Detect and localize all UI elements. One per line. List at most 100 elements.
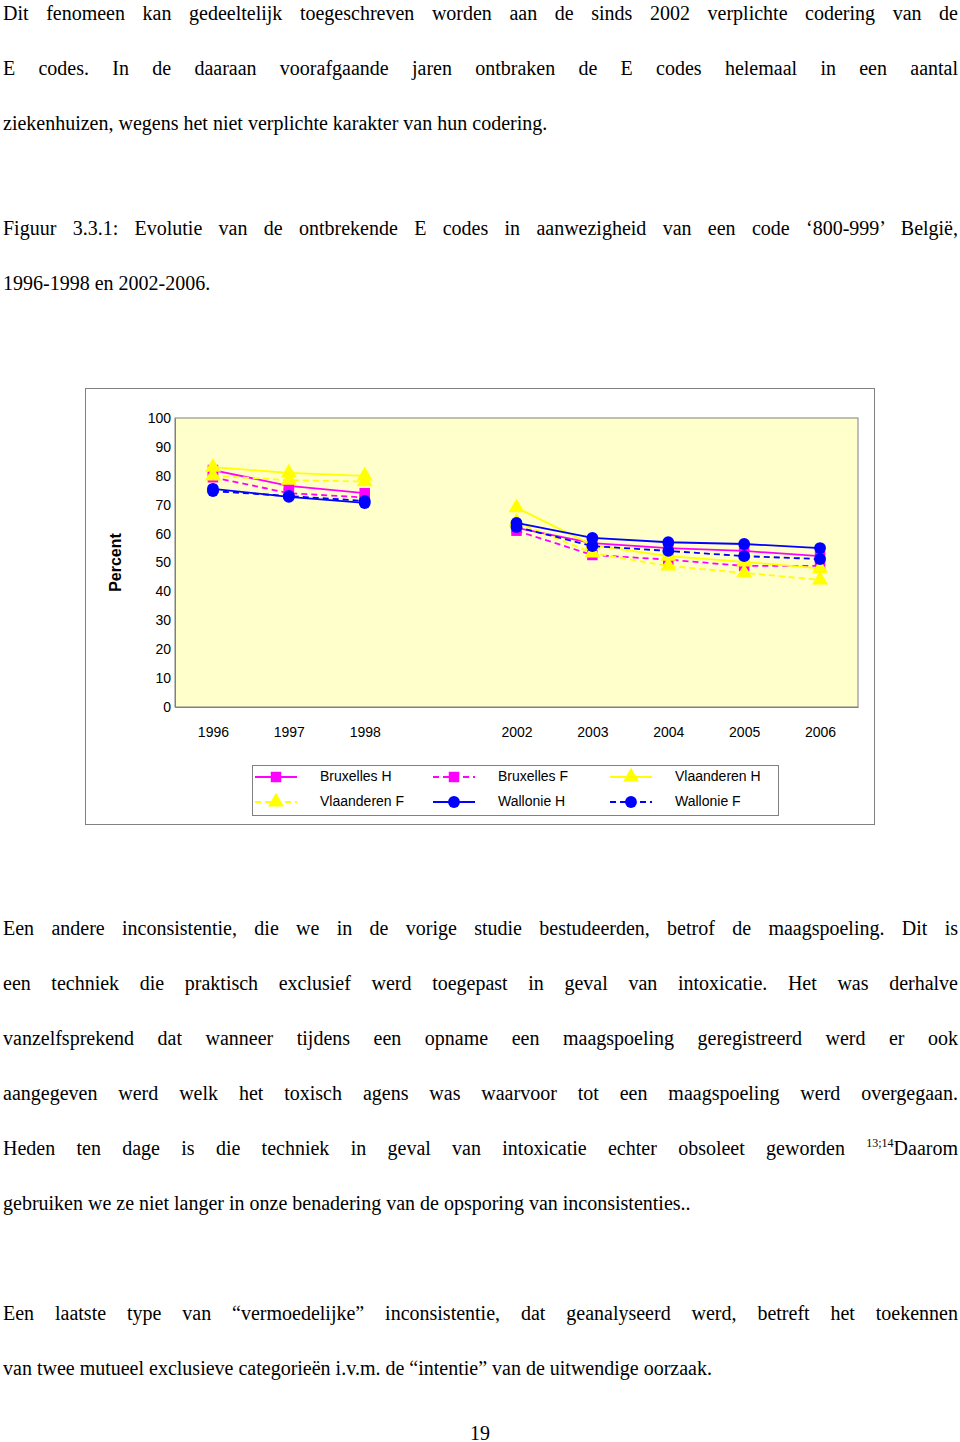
legend: Bruxelles H Bruxelles F Vlaanderen H Vlaand…	[253, 766, 779, 816]
legend-label: Bruxelles F	[498, 768, 568, 784]
tick: 80	[155, 468, 175, 484]
tick-label: 40	[155, 583, 171, 599]
tick-label: 2005	[729, 724, 760, 740]
tick-label: 2003	[577, 724, 608, 740]
tick: 60	[155, 526, 175, 542]
tick-label: 70	[155, 497, 171, 513]
paragraph-line: gebruiken we ze niet langer in onze bena…	[3, 1191, 958, 1215]
chart: 0 10 20 30 40 50 60 70 80 90 100 1996 1997 1998 2002 20…	[85, 388, 875, 825]
paragraph-line: aangegeven werd welk het toxisch agens w…	[3, 1081, 958, 1105]
tick: 50	[155, 554, 175, 570]
tick: 1996	[198, 707, 229, 740]
marker	[509, 498, 525, 512]
page-number: 19	[0, 1421, 960, 1442]
text: Heden ten dage is die techniek in geval …	[3, 1137, 845, 1159]
axis-line	[176, 707, 859, 708]
marker	[814, 553, 826, 565]
marker	[586, 540, 598, 552]
x-axis: 1996 1997 1998 2002 2003 2004 2005 2006	[176, 707, 859, 740]
legend-marker	[449, 772, 459, 782]
tick-label: 80	[155, 468, 171, 484]
axis-line	[175, 419, 176, 708]
series-line	[213, 491, 820, 559]
tick: 10	[155, 670, 175, 686]
tick-label: 100	[148, 410, 172, 426]
marker	[283, 491, 295, 503]
legend-item: Wallonie F	[610, 793, 741, 809]
legend-marker	[268, 793, 284, 807]
marker	[814, 542, 826, 554]
series-line	[213, 467, 820, 568]
legend-marker	[623, 768, 639, 782]
tick: 1997	[274, 707, 305, 740]
marker	[359, 495, 371, 507]
marker	[660, 557, 676, 571]
plot-marks	[205, 458, 828, 585]
tick: 70	[155, 497, 175, 513]
tick-label: 1996	[198, 724, 229, 740]
legend-item: Vlaanderen F	[255, 793, 404, 809]
legend-label: Wallonie F	[675, 793, 741, 809]
marker	[207, 485, 219, 497]
tick-label: 60	[155, 526, 171, 542]
text: Daarom	[894, 1137, 958, 1159]
tick: 2003	[577, 707, 608, 740]
tick-label: 10	[155, 670, 171, 686]
tick: 40	[155, 583, 175, 599]
marker	[511, 521, 523, 533]
series-line	[213, 476, 820, 580]
legend-item: Wallonie H	[433, 793, 565, 809]
tick-label: 2002	[501, 724, 532, 740]
tick: 2005	[729, 707, 760, 740]
tick-label: 2004	[653, 724, 684, 740]
legend-marker	[271, 772, 281, 782]
paragraph-line: Een laatste type van “vermoedelijke” inc…	[3, 1301, 958, 1325]
legend-label: Bruxelles H	[320, 768, 392, 784]
legend-item: Vlaanderen H	[610, 768, 761, 784]
paragraph-line: E codes. In de daaraan voorafgaande jare…	[3, 56, 958, 80]
legend-item: Bruxelles F	[433, 768, 568, 784]
caption-line: Figuur 3.3.1: Evolutie van de ontbrekend…	[3, 216, 958, 240]
axis-title: Percent	[107, 532, 124, 591]
tick: 0	[163, 699, 175, 715]
paragraph-line: van twee mutueel exclusieve categorieën …	[3, 1356, 958, 1380]
tick: 20	[155, 641, 175, 657]
paragraph-line: vanzelfsprekend dat wanneer tijdens een …	[3, 1026, 958, 1050]
tick-label: 90	[155, 439, 171, 455]
marker	[736, 564, 752, 578]
legend-box	[253, 766, 779, 816]
tick-label: 30	[155, 612, 171, 628]
marker	[357, 472, 373, 486]
tick-label: 20	[155, 641, 171, 657]
tick-label: 2006	[805, 724, 836, 740]
legend-marker	[625, 796, 637, 808]
legend-label: Wallonie H	[498, 793, 565, 809]
paragraph-line: Een andere inconsistentie, die we in de …	[3, 916, 958, 940]
paragraph-line: Heden ten dage is die techniek in geval …	[3, 1136, 958, 1160]
marker	[205, 467, 221, 481]
tick-label: 50	[155, 554, 171, 570]
legend-marker	[448, 796, 460, 808]
marker	[812, 571, 828, 585]
paragraph-line: een techniek die praktisch exclusief wer…	[3, 971, 958, 995]
caption-line: 1996-1998 en 2002-2006.	[3, 271, 958, 295]
marker	[283, 490, 295, 502]
tick: 2006	[805, 707, 836, 740]
marker	[738, 538, 750, 550]
tick: 100	[148, 410, 175, 426]
y-axis: 0 10 20 30 40 50 60 70 80 90 100	[148, 410, 176, 715]
legend-label: Vlaanderen F	[320, 793, 404, 809]
marker	[281, 471, 297, 485]
marker	[738, 550, 750, 562]
tick-label: 0	[163, 699, 171, 715]
tick: 2002	[501, 707, 532, 740]
tick: 30	[155, 612, 175, 628]
footnote-ref: 13;14	[866, 1136, 893, 1150]
tick-label: 1998	[350, 724, 381, 740]
plot-area	[175, 418, 858, 707]
tick: 1998	[350, 707, 381, 740]
chart-frame	[86, 389, 875, 825]
tick-label: 1997	[274, 724, 305, 740]
series-line	[213, 477, 820, 566]
paragraph-line: ziekenhuizen, wegens het niet verplichte…	[3, 111, 958, 135]
